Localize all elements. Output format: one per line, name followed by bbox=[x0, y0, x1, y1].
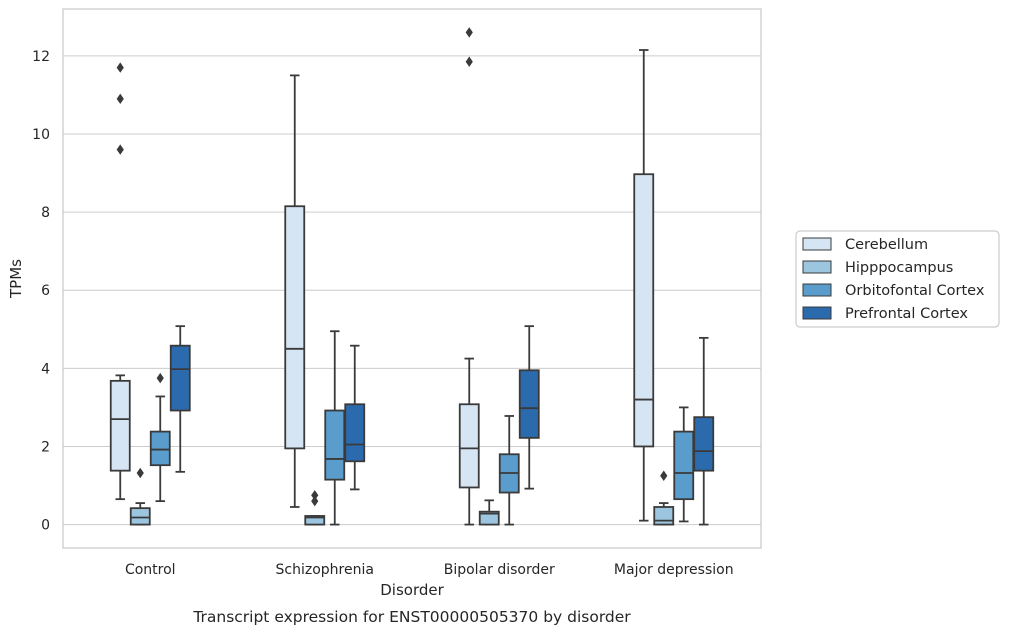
box-orbitofontal-cortex bbox=[149, 372, 171, 503]
box-iqr bbox=[458, 403, 480, 489]
box-iqr bbox=[673, 430, 695, 501]
legend-swatch bbox=[802, 283, 832, 297]
box-orbitofontal-cortex bbox=[673, 406, 695, 523]
legend[interactable]: Cerebellum Hipppocampus Orbitofontal Corte… bbox=[795, 230, 1000, 328]
box-iqr bbox=[653, 506, 675, 526]
outlier-point bbox=[156, 372, 164, 384]
y-tick-label: 12 bbox=[32, 49, 50, 65]
box-iqr bbox=[633, 173, 655, 448]
box-hipppocampus bbox=[304, 490, 326, 526]
box-iqr bbox=[518, 369, 540, 439]
x-tick-label: Bipolar disorder bbox=[444, 562, 555, 578]
box-orbitofontal-cortex bbox=[324, 330, 346, 526]
x-tick-labels: Control Schizophrenia Bipolar disorder Majo… bbox=[125, 562, 734, 578]
chart-caption: Transcript expression for ENST0000050537… bbox=[192, 608, 631, 626]
legend-item-hipppocampus[interactable]: Hipppocampus bbox=[802, 260, 953, 276]
outlier-point bbox=[465, 56, 473, 67]
legend-label: Prefrontal Cortex bbox=[845, 306, 968, 322]
legend-swatch bbox=[802, 260, 832, 274]
box-prefrontal-cortex bbox=[169, 325, 191, 473]
y-tick-label: 0 bbox=[41, 518, 50, 534]
outlier-point bbox=[465, 27, 473, 38]
y-tick-label: 4 bbox=[41, 361, 50, 377]
legend-item-cerebellum[interactable]: Cerebellum bbox=[802, 237, 928, 253]
box-orbitofontal-cortex bbox=[498, 415, 520, 526]
y-tick-label: 2 bbox=[41, 439, 50, 455]
legend-frame bbox=[795, 230, 1000, 328]
y-tick-labels: 0 2 4 6 8 10 12 bbox=[32, 49, 50, 534]
outlier-point bbox=[116, 62, 124, 73]
outlier-point bbox=[116, 93, 124, 105]
outlier-point bbox=[660, 470, 668, 481]
plot-frame bbox=[62, 8, 762, 549]
y-tick-label: 10 bbox=[32, 127, 50, 143]
legend-swatch bbox=[802, 237, 832, 251]
x-tick-label: Control bbox=[125, 562, 176, 578]
legend-item-prefrontal-cortex[interactable]: Prefrontal Cortex bbox=[802, 306, 968, 322]
box-iqr bbox=[129, 507, 151, 526]
box-cerebellum bbox=[458, 27, 480, 526]
y-tick-label: 8 bbox=[41, 205, 50, 221]
legend-label: Hipppocampus bbox=[845, 260, 953, 276]
x-tick-label: Major depression bbox=[614, 562, 734, 578]
box-hipppocampus bbox=[653, 470, 675, 526]
y-tick-label: 6 bbox=[41, 283, 50, 299]
box-iqr bbox=[149, 430, 171, 467]
outlier-point bbox=[116, 144, 124, 155]
box-series bbox=[109, 27, 715, 526]
legend-label: Orbitofontal Cortex bbox=[845, 283, 985, 299]
box-prefrontal-cortex bbox=[344, 344, 366, 491]
x-axis-title: Disorder bbox=[380, 581, 444, 599]
legend-swatch bbox=[802, 306, 832, 320]
x-tick-label: Schizophrenia bbox=[276, 562, 374, 578]
box-iqr bbox=[324, 409, 346, 481]
box-iqr bbox=[109, 379, 131, 472]
box-cerebellum bbox=[633, 49, 655, 522]
legend-item-orbitofontal-cortex[interactable]: Orbitofontal Cortex bbox=[802, 283, 985, 299]
box-iqr bbox=[693, 416, 715, 472]
legend-label: Cerebellum bbox=[845, 237, 928, 253]
box-iqr bbox=[169, 344, 191, 412]
box-iqr bbox=[478, 510, 500, 526]
box-iqr bbox=[284, 205, 306, 450]
outlier-point bbox=[136, 467, 144, 479]
box-iqr bbox=[304, 515, 326, 526]
outlier-point bbox=[311, 490, 319, 501]
box-cerebellum bbox=[109, 62, 131, 501]
box-iqr bbox=[344, 403, 366, 463]
y-axis-title: TPMs bbox=[7, 259, 25, 299]
box-hipppocampus bbox=[129, 467, 151, 526]
box-prefrontal-cortex bbox=[518, 325, 540, 490]
box-cerebellum bbox=[284, 74, 306, 508]
box-hipppocampus bbox=[478, 499, 500, 526]
outlier-point bbox=[311, 495, 319, 507]
box-prefrontal-cortex bbox=[693, 336, 715, 526]
